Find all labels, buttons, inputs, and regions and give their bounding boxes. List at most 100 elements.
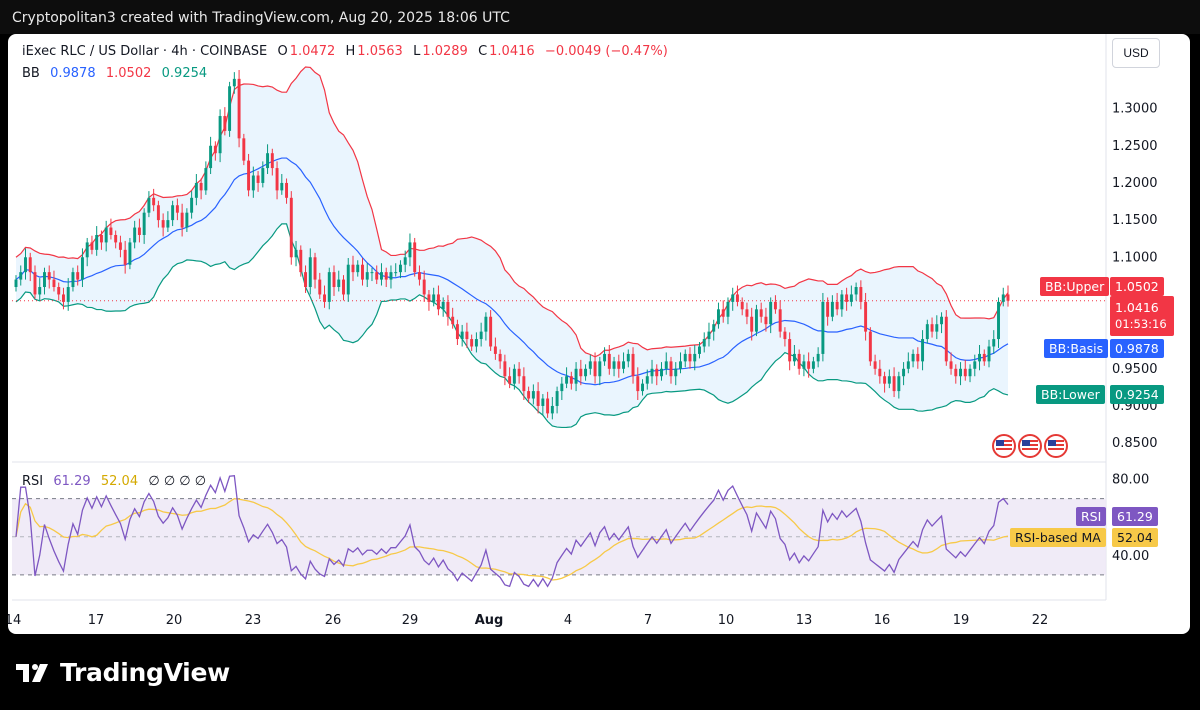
candle-body (531, 391, 535, 399)
candle-body (95, 234, 99, 250)
tradingview-logo[interactable]: TradingView (14, 658, 230, 687)
currency-button[interactable]: USD (1112, 38, 1160, 68)
candle-body (498, 353, 502, 362)
candle-body (854, 287, 858, 295)
candle-body (361, 264, 364, 280)
time-tick-label: 10 (718, 613, 735, 628)
candle-body (204, 168, 208, 191)
candle-body (451, 316, 455, 325)
rsi-ma-value-tag: 52.04 (1112, 528, 1158, 547)
candle-body (24, 257, 27, 273)
candle-body (607, 353, 611, 369)
candle-body (190, 197, 194, 213)
candle-body (275, 168, 279, 191)
candle-body (546, 398, 550, 414)
candle-body (555, 391, 559, 406)
candle-body (270, 153, 274, 169)
candle-body (185, 212, 189, 228)
rsi-label: RSI (22, 474, 44, 489)
candle-body (123, 249, 127, 265)
candle-body (76, 272, 80, 280)
candle-body (645, 376, 649, 384)
us-flag-icon[interactable] (1018, 434, 1042, 458)
candle-body (47, 272, 51, 280)
rsi-value: 61.29 (53, 474, 91, 489)
candle-body (446, 301, 450, 317)
footer (0, 642, 1200, 710)
rsi-legend: RSI 61.29 52.04 ∅ ∅ ∅ ∅ (22, 474, 208, 489)
candle-body (133, 227, 137, 243)
candle-body (698, 346, 701, 354)
candle-body (128, 242, 132, 265)
candle-body (370, 272, 374, 274)
candle-body (313, 257, 317, 280)
price-tick-label: 1.1000 (1112, 250, 1158, 265)
candle-body (356, 264, 360, 273)
candle-body (906, 361, 910, 369)
candle-body (603, 353, 607, 362)
candle-body (517, 368, 521, 377)
candle-body (114, 234, 118, 243)
candle-body (85, 242, 89, 258)
time-tick-label: 14 (8, 613, 21, 628)
candle-body (712, 324, 716, 332)
candle-body (52, 279, 56, 288)
candle-body (788, 339, 792, 362)
candle-body (61, 294, 65, 302)
candle-body (33, 272, 37, 295)
candle-body (864, 301, 868, 332)
close-value: 1.0416 (489, 44, 535, 59)
candle-body (266, 153, 270, 169)
candle-body (228, 86, 232, 131)
candle-body (43, 272, 46, 288)
header-text: Cryptopolitan3 created with TradingView.… (12, 10, 510, 26)
candle-body (285, 182, 289, 198)
candle-body (247, 160, 251, 191)
candle-body (261, 168, 265, 183)
candle-body (569, 376, 573, 384)
bb-legend: BB 0.9878 1.0502 0.9254 (22, 66, 209, 81)
us-flag-icon[interactable] (992, 434, 1016, 458)
open-value: 1.0472 (289, 44, 336, 59)
candle-body (792, 353, 796, 362)
candle-body (588, 361, 592, 369)
us-flag-icon[interactable] (1044, 434, 1068, 458)
candle-body (223, 116, 227, 131)
chart-panel[interactable]: 1.30001.25001.20001.15001.10001.05001.00… (8, 34, 1190, 634)
candle-body (565, 376, 569, 384)
candle-body (484, 316, 488, 332)
candle-body (849, 294, 853, 302)
rsi-ma-value: 52.04 (100, 474, 139, 489)
candle-body (147, 197, 151, 213)
candle-body (38, 287, 42, 295)
rsi-ma-name-tag: RSI-based MA (1010, 528, 1106, 547)
candle-body (835, 301, 839, 310)
candle-body (308, 257, 312, 288)
bb-upper-value-tag: 1.0502 (1110, 277, 1164, 296)
candle-body (427, 294, 431, 302)
candle-body (180, 212, 184, 228)
candle-body (403, 257, 407, 265)
candle-body (394, 272, 398, 274)
candle-body (470, 339, 474, 347)
candle-body (432, 294, 436, 302)
candle-body (251, 175, 255, 191)
candle-body (237, 78, 241, 139)
candle-body (897, 376, 901, 392)
candle-body (384, 272, 388, 280)
candle-body (892, 376, 896, 392)
candle-body (327, 272, 331, 302)
candle-body (878, 368, 882, 377)
candle-body (175, 205, 179, 213)
candle-body (460, 331, 464, 340)
candle-body (816, 353, 820, 362)
candle-body (389, 272, 393, 280)
candle-body (759, 309, 763, 317)
tradingview-logo-icon (16, 663, 48, 682)
candle-body (218, 116, 222, 154)
event-flags[interactable] (992, 434, 1068, 458)
price-tick-label: 1.2500 (1112, 139, 1158, 154)
candle-body (617, 361, 621, 369)
candle-body (294, 249, 298, 258)
candle-body (921, 339, 925, 362)
